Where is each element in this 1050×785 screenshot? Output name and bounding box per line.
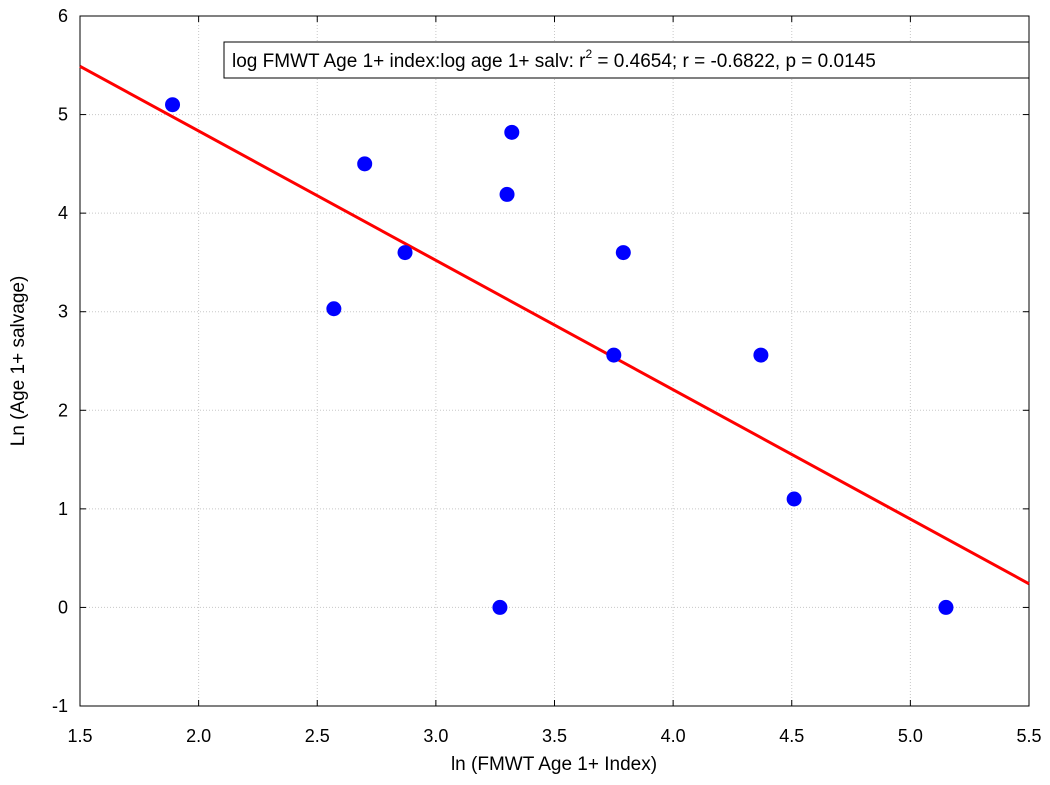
data-point (499, 186, 515, 202)
y-axis-title: Ln (Age 1+ salvage) (8, 276, 29, 447)
data-point (786, 491, 802, 507)
y-tick-label: 0 (58, 597, 68, 617)
x-tick-label: 5.0 (898, 726, 923, 746)
x-axis-title: ln (FMWT Age 1+ Index) (451, 754, 657, 775)
annotation-suffix: = 0.4654; r = -0.6822, p = 0.0145 (592, 51, 876, 72)
annotation-text: log FMWT Age 1+ index:log age 1+ salv: r… (232, 47, 876, 72)
grid-lines (80, 16, 1029, 706)
x-tick-label: 2.0 (186, 726, 211, 746)
data-point (606, 347, 622, 363)
x-tick-label: 2.5 (305, 726, 330, 746)
annotation-r-squared-exponent: 2 (585, 47, 592, 61)
stats-annotation-box: log FMWT Age 1+ index:log age 1+ salv: r… (223, 41, 1030, 79)
x-tick-label: 3.0 (423, 726, 448, 746)
data-point (397, 245, 413, 261)
data-point (326, 301, 342, 317)
y-tick-labels: -1 0 1 2 3 4 5 6 (52, 6, 68, 716)
x-tick-label: 1.5 (67, 726, 92, 746)
data-points (165, 97, 954, 615)
data-point (492, 599, 508, 615)
y-tick-label: 1 (58, 499, 68, 519)
x-tick-label: 4.5 (779, 726, 804, 746)
data-point (753, 347, 769, 363)
y-tick-label: -1 (52, 696, 68, 716)
annotation-frame (223, 41, 1030, 79)
annotation-prefix: log FMWT Age 1+ index:log age 1+ salv: r (232, 51, 586, 72)
data-point (165, 97, 181, 113)
y-tick-label: 6 (58, 6, 68, 26)
y-tick-label: 3 (58, 302, 68, 322)
x-tick-label: 5.5 (1016, 726, 1041, 746)
x-tick-label: 3.5 (542, 726, 567, 746)
x-tick-labels: 1.5 2.0 2.5 3.0 3.5 4.0 4.5 5.0 5.5 (67, 726, 1041, 746)
data-point (504, 124, 520, 140)
y-tick-label: 2 (58, 400, 68, 420)
data-point (615, 245, 631, 261)
axis-ticks (79, 15, 1030, 707)
data-point (357, 156, 373, 172)
x-tick-label: 4.0 (661, 726, 686, 746)
y-tick-label: 4 (58, 203, 68, 223)
regression-line-layer (79, 64, 1030, 586)
regression-line (79, 64, 1030, 586)
y-tick-label: 5 (58, 105, 68, 125)
data-point (938, 599, 954, 615)
